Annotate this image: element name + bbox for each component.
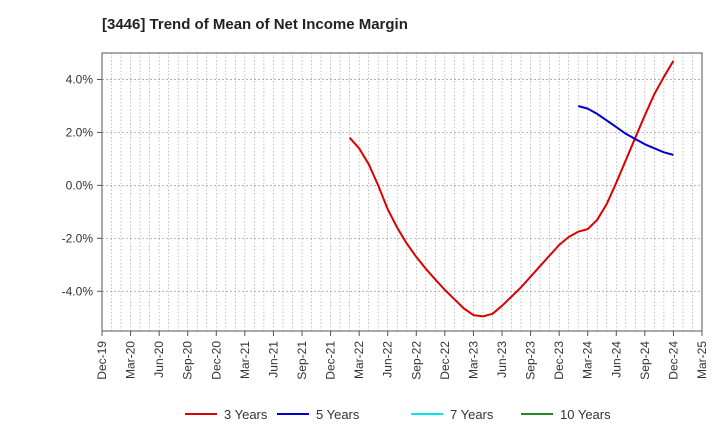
- x-tick-label: Mar-23: [466, 341, 480, 379]
- x-tick-label: Mar-24: [581, 341, 595, 379]
- y-axis-labels: -4.0% -2.0% 0.0% 2.0% 4.0%: [62, 72, 94, 298]
- legend-item: 7 Years: [411, 407, 494, 422]
- chart-title: [3446] Trend of Mean of Net Income Margi…: [102, 16, 408, 33]
- x-tick-label: Dec-23: [552, 341, 566, 380]
- legend-label: 7 Years: [450, 407, 494, 422]
- x-tick-label: Sep-20: [181, 341, 195, 380]
- y-tick-label: 0.0%: [66, 178, 94, 192]
- x-tick-label: Sep-21: [295, 341, 309, 380]
- legend-label: 5 Years: [316, 407, 360, 422]
- x-tick-label: Sep-23: [524, 341, 538, 380]
- x-tick-label: Jun-22: [381, 341, 395, 378]
- x-tick-label: Dec-20: [209, 341, 223, 380]
- x-tick-label: Jun-23: [495, 341, 509, 378]
- x-tick-label: Jun-21: [266, 341, 280, 378]
- x-tick-label: Dec-24: [666, 341, 680, 380]
- legend-label: 3 Years: [224, 407, 268, 422]
- legend-item: 10 Years: [521, 407, 611, 422]
- series-lines: [348, 60, 675, 318]
- legend-label: 10 Years: [560, 407, 611, 422]
- x-tick-label: Mar-25: [695, 341, 709, 379]
- plot-area: [102, 53, 702, 331]
- series-line-5-years: [577, 105, 674, 156]
- x-tick-label: Mar-22: [352, 341, 366, 379]
- y-tick-label: 4.0%: [66, 72, 94, 86]
- x-tick-label: Sep-22: [409, 341, 423, 380]
- y-tick-label: 2.0%: [66, 125, 94, 139]
- y-tick-label: -2.0%: [62, 231, 94, 245]
- legend-item: 5 Years: [277, 407, 360, 422]
- legend-item: 3 Years: [185, 407, 268, 422]
- x-tick-label: Dec-21: [324, 341, 338, 380]
- y-tick-label: -4.0%: [62, 284, 94, 298]
- x-tick-label: Dec-19: [95, 341, 109, 380]
- x-axis-labels: Dec-19 Mar-20 Jun-20 Sep-20 Dec-20 Mar-21 Jun-…: [95, 341, 709, 380]
- x-tick-label: Sep-24: [638, 341, 652, 380]
- grid: [102, 53, 702, 331]
- x-tick-label: Jun-20: [152, 341, 166, 378]
- plot-frame: [101, 52, 703, 332]
- x-tick-label: Mar-20: [124, 341, 138, 379]
- legend: 3 Years 5 Years 7 Years 10 Years: [185, 407, 611, 422]
- axes: [97, 52, 703, 336]
- series-line-3-years: [348, 60, 675, 318]
- x-tick-label: Dec-22: [438, 341, 452, 380]
- plot-background: [102, 53, 702, 331]
- x-tick-label: Jun-24: [609, 341, 623, 378]
- x-tick-label: Mar-21: [238, 341, 252, 379]
